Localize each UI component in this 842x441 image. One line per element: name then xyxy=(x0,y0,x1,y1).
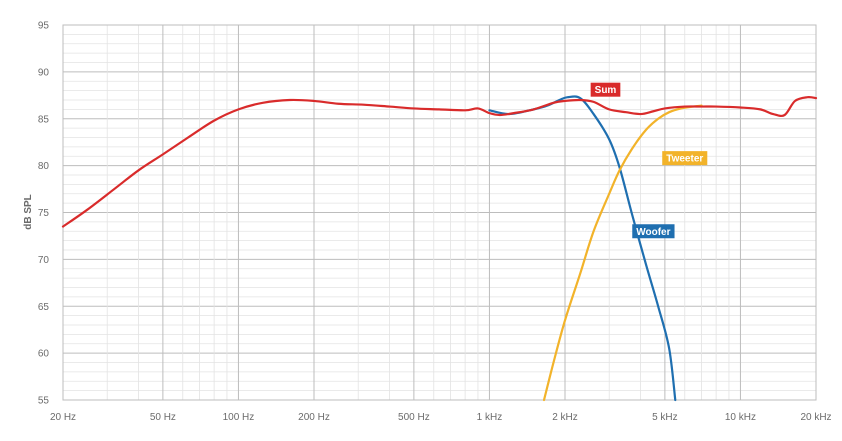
series-label-bg xyxy=(662,151,708,166)
y-tick-label: 90 xyxy=(38,67,50,78)
x-axis-ticks: 20 Hz 50 Hz 100 Hz 200 Hz 500 Hz 1 kHz 2 kHz 5 … xyxy=(50,412,832,423)
y-tick-label: 85 xyxy=(38,114,50,125)
series-label-text: Tweeter xyxy=(666,154,703,165)
x-tick-label: 50 Hz xyxy=(150,412,176,423)
series-line-woofer xyxy=(488,95,677,402)
y-tick-label: 55 xyxy=(38,396,50,407)
series-label-text: Sum xyxy=(595,85,617,96)
x-tick-label: 500 Hz xyxy=(398,412,430,423)
x-tick-label: 5 kHz xyxy=(652,412,678,423)
series-label-woofer: Woofer xyxy=(632,224,675,239)
series-line-sum xyxy=(61,95,818,228)
y-tick-label: 75 xyxy=(38,208,50,219)
series-line-tweeter xyxy=(542,104,703,402)
series-label-text: Woofer xyxy=(636,227,670,238)
y-axis-label: dB SPL xyxy=(23,194,34,230)
y-tick-label: 70 xyxy=(38,255,50,266)
series-lines xyxy=(61,95,818,402)
series-label-sum: Sum xyxy=(590,82,621,97)
x-tick-label: 20 kHz xyxy=(800,412,831,423)
x-tick-label: 1 kHz xyxy=(477,412,503,423)
grid xyxy=(62,24,817,401)
plot-frame xyxy=(62,24,817,401)
x-tick-label: 200 Hz xyxy=(298,412,330,423)
x-tick-label: 10 kHz xyxy=(725,412,756,423)
y-tick-label: 65 xyxy=(38,302,50,313)
series-label-bg xyxy=(590,82,621,97)
x-tick-label: 100 Hz xyxy=(223,412,255,423)
y-tick-label: 95 xyxy=(38,21,50,32)
series-label-tweeter: Tweeter xyxy=(662,151,708,166)
series-labels: Woofer Tweeter Sum xyxy=(590,82,708,239)
series-label-bg xyxy=(632,224,675,239)
y-tick-label: 60 xyxy=(38,349,50,360)
x-tick-label: 20 Hz xyxy=(50,412,76,423)
y-axis-ticks: 55 60 65 70 75 80 85 90 95 xyxy=(38,21,50,407)
y-tick-label: 80 xyxy=(38,161,50,172)
x-tick-label: 2 kHz xyxy=(552,412,578,423)
